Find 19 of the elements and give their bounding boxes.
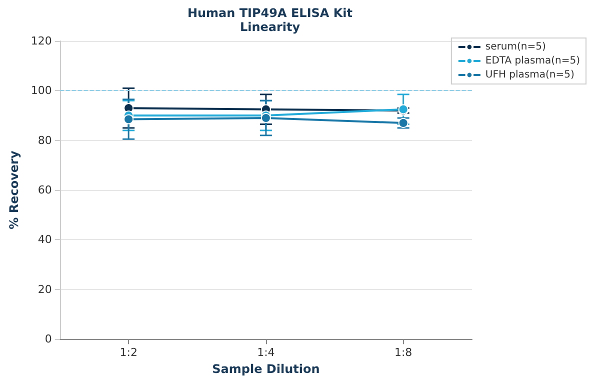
legend-label: serum(n=5)	[485, 42, 546, 52]
chart-subtitle: Linearity	[240, 20, 300, 34]
x-tick-label: 1:2	[120, 346, 138, 360]
legend-label: EDTA plasma(n=5)	[485, 56, 580, 66]
y-tick-label: 60	[38, 184, 52, 197]
y-tick-label: 20	[38, 282, 52, 296]
x-axis-title: Sample Dilution	[212, 362, 320, 376]
y-tick-label: 0	[44, 332, 52, 346]
y-tick-label: 40	[38, 233, 52, 246]
point	[124, 114, 134, 124]
point	[260, 113, 271, 124]
x-tick-label: 1:4	[257, 346, 275, 360]
y-tick-label: 100	[30, 84, 52, 98]
legend-label: UFH plasma(n=5)	[485, 70, 574, 80]
y-tick-label: 120	[30, 34, 52, 48]
y-axis-title: % Recovery	[7, 150, 21, 230]
chart-title: Human TIP49A ELISA Kit	[187, 6, 353, 20]
x-tick-label: 1:8	[394, 346, 412, 360]
y-tick-label: 80	[38, 134, 52, 147]
